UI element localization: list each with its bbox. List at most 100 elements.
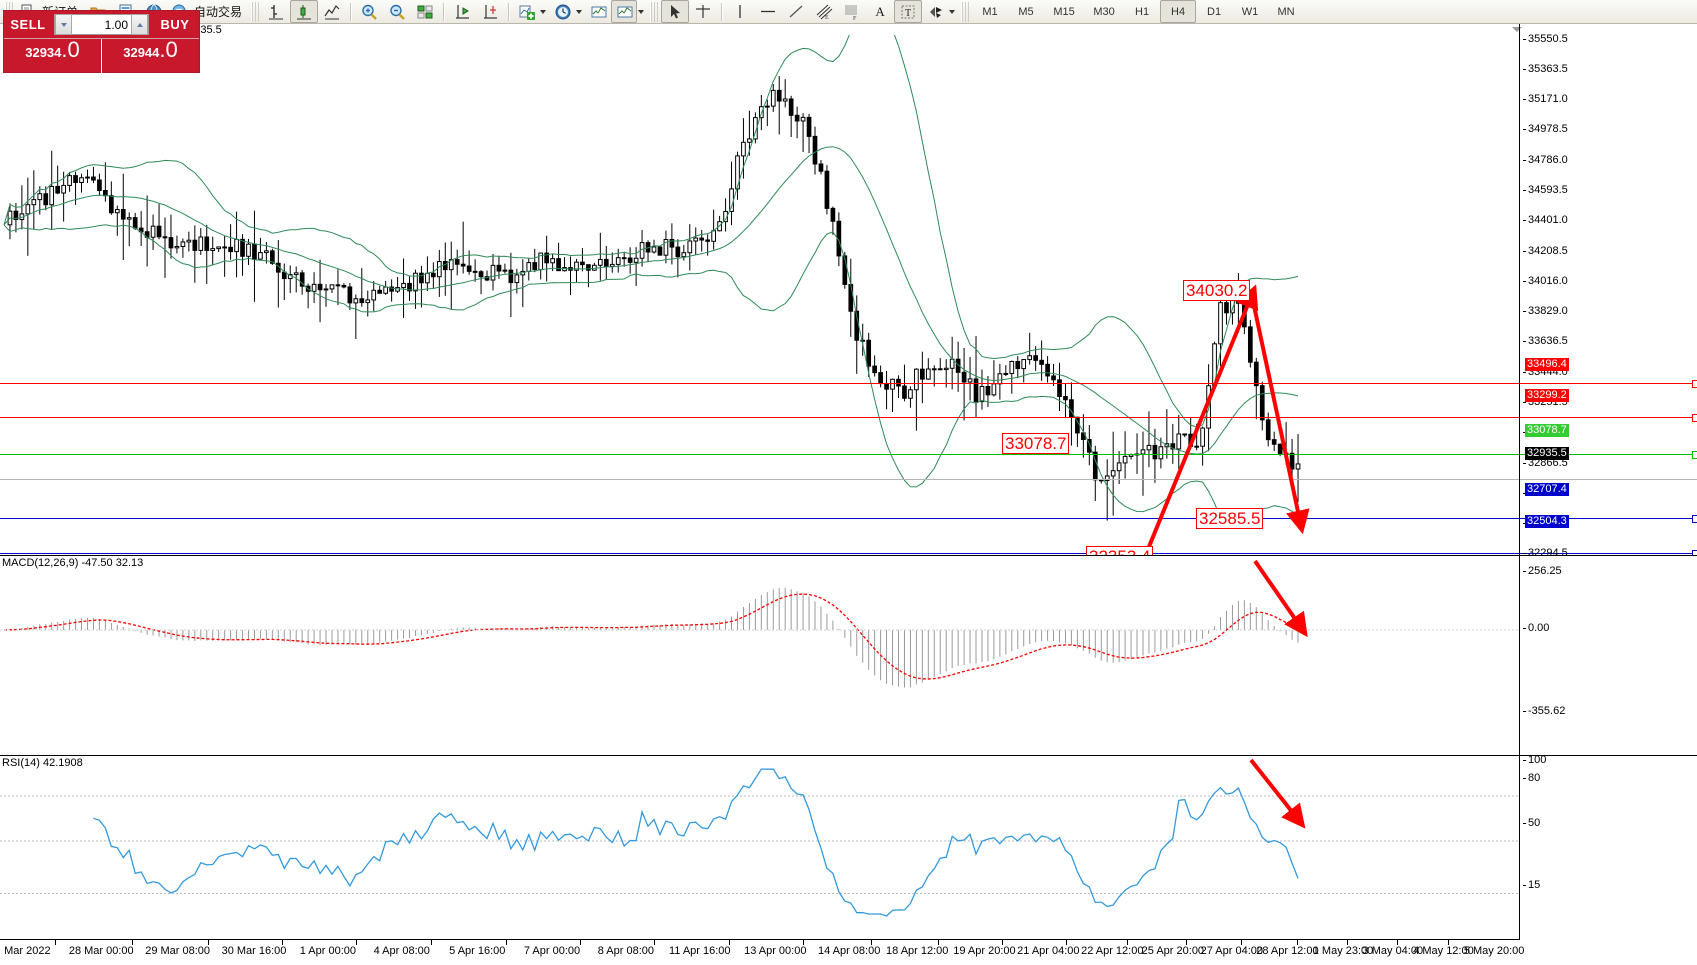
time-tick-label: 19 Apr 20:00 <box>953 945 1015 957</box>
time-tick-mark <box>871 940 872 945</box>
timeframe-m15[interactable]: M15 <box>1044 0 1084 23</box>
svg-text:T: T <box>905 8 911 19</box>
vertical-line-tool-button[interactable] <box>726 0 754 23</box>
zoom-out-button[interactable] <box>383 0 411 23</box>
volume-decrement-button[interactable] <box>55 14 72 35</box>
timeframe-d1[interactable]: D1 <box>1196 0 1232 23</box>
time-tick-label: 5 Apr 16:00 <box>449 945 505 957</box>
level-line-33496[interactable] <box>0 383 1697 384</box>
timeframe-m1[interactable]: M1 <box>972 0 1008 23</box>
label-tool-button[interactable]: T <box>894 0 922 23</box>
line-chart-button[interactable] <box>318 0 346 23</box>
price-level-label[interactable]: 32935.5 <box>1525 447 1569 460</box>
level-line-32504[interactable] <box>0 553 1697 554</box>
time-tick-label: Mar 2022 <box>4 945 50 957</box>
time-tick-mark <box>55 940 56 945</box>
chart-window[interactable]: DJ30-,H4 32935.5 32935.5 32935.5 32935.5 <box>0 24 1697 940</box>
arrow-shapes-icon <box>927 3 945 21</box>
volume-stepper[interactable]: 1.00 <box>54 14 149 35</box>
toolbar-grip-4[interactable] <box>961 2 969 22</box>
time-tick-mark <box>1186 940 1187 945</box>
bar-chart-button[interactable] <box>262 0 290 23</box>
price-pane[interactable]: 34030.2 33078.7 32585.5 32353.4 <box>0 35 1697 554</box>
fibonacci-tool-button[interactable]: F <box>838 0 866 23</box>
time-tick-mark <box>580 940 581 945</box>
candlestick-icon <box>295 3 313 21</box>
bar-chart-icon <box>267 3 285 21</box>
annotation-33078[interactable]: 33078.7 <box>1002 433 1069 454</box>
timeframe-m5[interactable]: M5 <box>1008 0 1044 23</box>
trade-panel-top-row: SELL 1.00 BUY <box>4 11 199 38</box>
templates-chart-button[interactable] <box>585 0 611 23</box>
level-line-33078[interactable] <box>0 454 1697 455</box>
price-level-label[interactable]: 32707.4 <box>1525 483 1569 496</box>
sell-button[interactable]: SELL <box>4 11 52 38</box>
timeframe-m30[interactable]: M30 <box>1084 0 1124 23</box>
annotation-34030[interactable]: 34030.2 <box>1183 280 1250 301</box>
tile-windows-icon <box>416 3 434 21</box>
macd-chart-canvas <box>0 556 1520 756</box>
price-level-label[interactable]: 33299.2 <box>1525 389 1569 402</box>
crosshair-icon <box>694 3 712 21</box>
timeframe-w1[interactable]: W1 <box>1232 0 1268 23</box>
horizontal-line-tool-button[interactable] <box>754 0 782 23</box>
chart-style-icon <box>616 3 634 21</box>
toolbar-separator-3 <box>508 3 509 21</box>
time-tick-mark <box>729 940 730 945</box>
macd-pane[interactable]: MACD(12,26,9) -47.50 32.13 <box>0 555 1697 756</box>
timeframe-mn[interactable]: MN <box>1268 0 1304 23</box>
time-tick-label: 8 Apr 08:00 <box>598 945 654 957</box>
timeframe-h4[interactable]: H4 <box>1160 0 1196 23</box>
add-indicator-button[interactable] <box>513 0 539 23</box>
arrows-chevron-down-icon[interactable] <box>949 10 955 14</box>
rsi-pane[interactable]: RSI(14) 42.1908 <box>0 755 1697 940</box>
chevron-down-icon <box>61 23 67 27</box>
indicator-tick: 256.25 <box>1528 565 1562 577</box>
text-tool-button[interactable]: A <box>866 0 894 23</box>
auto-scroll-button[interactable] <box>476 0 504 23</box>
price-tick: 34593.5 <box>1528 184 1568 196</box>
chart-style-button[interactable] <box>611 0 637 23</box>
equidistant-channel-tool-button[interactable]: E <box>810 0 838 23</box>
main-toolbar: 新订单 <box>0 0 1697 24</box>
toolbar-grip-3[interactable] <box>650 2 658 22</box>
auto-scroll-icon <box>481 3 499 21</box>
price-tick: 34208.5 <box>1528 245 1568 257</box>
volume-increment-button[interactable] <box>131 14 148 35</box>
price-level-label[interactable]: 32504.3 <box>1525 515 1569 528</box>
sell-price[interactable]: 32934 .0 <box>4 39 102 73</box>
chart-style-chevron-down-icon[interactable] <box>638 10 644 14</box>
svg-text:F: F <box>853 16 857 21</box>
level-line-32707[interactable] <box>0 518 1697 519</box>
add-indicator-chevron-down-icon[interactable] <box>540 10 546 14</box>
trendline-tool-button[interactable] <box>782 0 810 23</box>
time-tick-mark <box>1297 940 1298 945</box>
price-tick: 34786.0 <box>1528 154 1568 166</box>
crosshair-tool-button[interactable] <box>689 0 717 23</box>
time-tick-label: 1 Apr 00:00 <box>300 945 356 957</box>
period-chevron-down-icon[interactable] <box>576 10 582 14</box>
chart-shift-button[interactable] <box>448 0 476 23</box>
price-level-label[interactable]: 33078.7 <box>1525 424 1569 437</box>
buy-price[interactable]: 32944 .0 <box>102 39 199 73</box>
volume-input[interactable]: 1.00 <box>72 18 131 32</box>
cursor-tool-button[interactable] <box>661 0 689 23</box>
buy-button[interactable]: BUY <box>151 11 199 38</box>
price-level-label[interactable]: 33496.4 <box>1525 358 1569 371</box>
time-tick-mark <box>356 940 357 945</box>
tile-windows-button[interactable] <box>411 0 439 23</box>
zoom-in-button[interactable] <box>355 0 383 23</box>
toolbar-grip-2[interactable] <box>251 2 259 22</box>
level-line-33299[interactable] <box>0 417 1697 418</box>
clock-icon <box>554 3 572 21</box>
time-tick-label: 30 Mar 16:00 <box>222 945 287 957</box>
annotation-32585[interactable]: 32585.5 <box>1196 508 1263 529</box>
arrows-tool-button[interactable] <box>922 0 948 23</box>
period-button[interactable] <box>549 0 575 23</box>
timeframe-h1[interactable]: H1 <box>1124 0 1160 23</box>
one-click-trading-panel[interactable]: SELL 1.00 BUY 32934 .0 32944 .0 <box>3 10 200 73</box>
candlestick-chart-button[interactable] <box>290 0 318 23</box>
time-tick-label: 4 Apr 08:00 <box>374 945 430 957</box>
